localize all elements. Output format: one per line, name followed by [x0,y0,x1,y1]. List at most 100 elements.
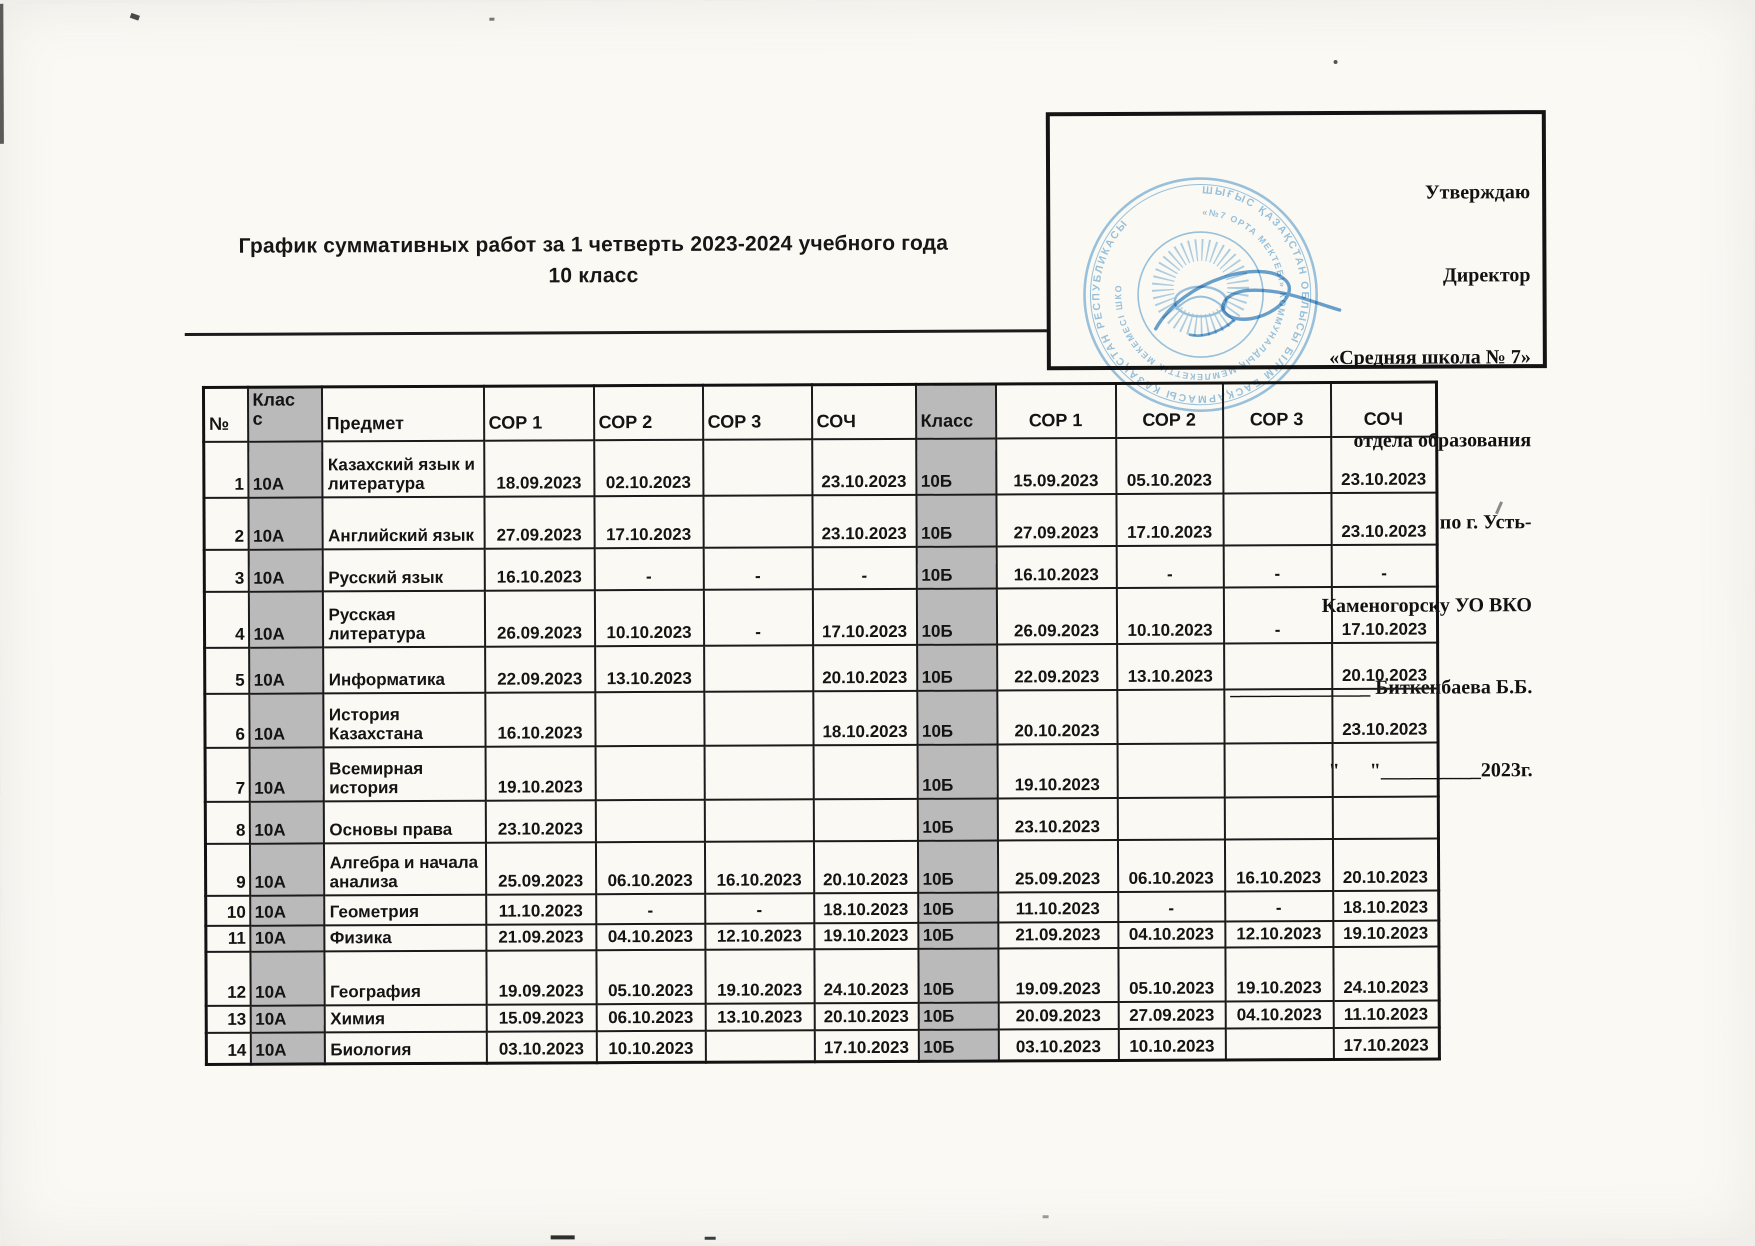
cell-b-soch [1332,742,1439,797]
cell-a-soch: - [812,546,917,589]
cell-b-sor1: 21.09.2023 [997,921,1118,948]
table-row: 6 10А История Казахстана 16.10.2023 18.1… [204,688,1439,748]
cell-number: 3 [204,549,249,592]
header-class-b: Класс [915,383,996,439]
cell-class-a: 10А [248,692,324,748]
cell-a-soch: 18.10.2023 [813,892,918,923]
cell-class-b: 10Б [916,545,997,589]
cell-number: 1 [203,441,248,498]
cell-a-sor2: 02.10.2023 [593,439,703,496]
cell-b-sor3: - [1223,544,1332,587]
cell-a-sor2: 06.10.2023 [596,1003,706,1031]
cell-b-sor2: 04.10.2023 [1117,920,1225,948]
cell-class-b: 10Б [917,839,998,893]
cell-a-soch: 17.10.2023 [814,1029,919,1062]
cell-a-sor2: 05.10.2023 [595,949,706,1004]
cell-a-sor1: 22.09.2023 [484,645,595,693]
cell-number: 10 [205,895,250,926]
school-seal-stamp: ШЫҒЫС ҚАЗАҚСТАН ОБЛЫСЫ БІЛІМ БАСҚАРМАСЫ … [1083,177,1318,412]
cell-b-sor1: 19.09.2023 [997,947,1119,1002]
header-b-sor2: СОР 2 [1115,382,1223,438]
cell-class-b: 10Б [917,921,998,949]
cell-b-sor2: 13.10.2023 [1116,642,1224,690]
cell-a-soch: 20.10.2023 [813,840,918,893]
cell-subject: Химия [324,1004,487,1032]
cell-b-soch: 19.10.2023 [1332,920,1439,947]
cell-subject: История Казахстана [322,692,486,747]
document-title: График суммативных работ за 1 четверть 2… [188,227,998,293]
cell-b-sor1: 16.10.2023 [996,545,1117,588]
cell-a-soch: 19.10.2023 [813,922,918,949]
cell-a-soch [813,744,918,799]
cell-b-soch: 18.10.2023 [1332,890,1439,921]
header-row: № Класс Предмет СОР 1 СОР 2 СОР 3 СОЧ Кл… [203,382,1437,442]
cell-subject: Информатика [322,646,485,693]
cell-b-sor2: - [1116,544,1224,588]
cell-a-sor3: - [703,546,813,590]
cell-a-soch: 23.10.2023 [811,494,917,547]
cell-a-sor3: 12.10.2023 [704,922,814,950]
cell-class-b: 10Б [918,1001,999,1030]
cell-class-b: 10Б [916,689,998,745]
cell-b-sor1: 15.09.2023 [995,437,1116,494]
cell-number: 4 [204,591,249,648]
cell-a-soch: 24.10.2023 [813,948,919,1003]
header-b-sor3: СОР 3 [1222,382,1331,437]
cell-class-b: 10Б [916,643,997,691]
cell-class-b: 10Б [917,947,999,1003]
cell-b-sor3 [1222,436,1331,493]
header-subject: Предмет [321,386,484,441]
cell-class-a: 10А [250,1031,325,1065]
cell-a-sor2: 17.10.2023 [593,495,704,548]
cell-a-sor3 [703,690,814,746]
table-row: 8 10А Основы права 23.10.2023 10Б 23.10.… [205,796,1439,844]
cell-class-b: 10Б [915,493,997,547]
scan-bottom-mark [1042,1215,1049,1219]
cell-b-sor1: 27.09.2023 [995,493,1117,546]
cell-number: 2 [203,497,249,550]
cell-a-sor2 [595,745,705,800]
cell-a-sor2: 04.10.2023 [595,923,705,950]
cell-b-sor2 [1116,688,1225,744]
cell-b-soch: - [1331,544,1438,587]
cell-a-sor2: 06.10.2023 [595,841,705,894]
table-row: 2 10А Английский язык 27.09.2023 17.10.2… [203,492,1438,550]
cell-a-sor1: 03.10.2023 [486,1030,597,1064]
cell-b-sor2: 27.09.2023 [1118,1000,1226,1029]
cell-a-sor3 [702,494,813,548]
cell-class-a: 10А [250,1004,325,1033]
cell-a-sor1: 18.09.2023 [483,439,594,497]
cell-b-soch: 24.10.2023 [1332,946,1440,1001]
cell-class-b: 10Б [915,437,996,495]
cell-class-a: 10А [248,646,323,694]
table-row: 7 10А Всемирная история 19.10.2023 10Б 1… [205,742,1439,802]
cell-subject: Казахский язык и литература [321,440,484,497]
table-row: 1 10А Казахский язык и литература 18.09.… [203,436,1437,498]
cell-b-sor3 [1224,796,1333,839]
cell-b-sor3: 04.10.2023 [1225,1000,1334,1028]
scan-bottom-mark [704,1236,716,1240]
cell-b-sor2: 05.10.2023 [1117,946,1226,1002]
cell-b-sor2: 10.10.2023 [1116,586,1224,644]
cell-a-sor1: 23.10.2023 [485,799,596,843]
emblem-rays [1151,239,1250,337]
cell-class-a: 10А [249,924,324,952]
cell-b-sor2: 10.10.2023 [1118,1027,1226,1061]
cell-number: 7 [205,747,250,802]
cell-b-sor1: 20.10.2023 [996,689,1118,744]
header-a-sor3: СОР 3 [702,384,812,440]
cell-b-soch [1332,796,1439,839]
cell-number: 11 [205,925,250,952]
cell-class-a: 10А [249,894,324,926]
director-signature [1154,269,1342,337]
table-row: 5 10А Информатика 22.09.2023 13.10.2023 … [204,642,1438,694]
scan-speck [489,17,495,21]
scan-speck [129,12,140,21]
title-line-2: 10 класс [188,258,998,293]
title-line-1: График суммативных работ за 1 четверть 2… [188,227,998,262]
cell-b-soch: 20.10.2023 [1332,838,1439,891]
cell-class-a: 10А [249,950,325,1006]
scan-edge-mark [0,3,4,144]
cell-class-a: 10А [248,590,323,648]
cell-number: 12 [205,951,251,1006]
